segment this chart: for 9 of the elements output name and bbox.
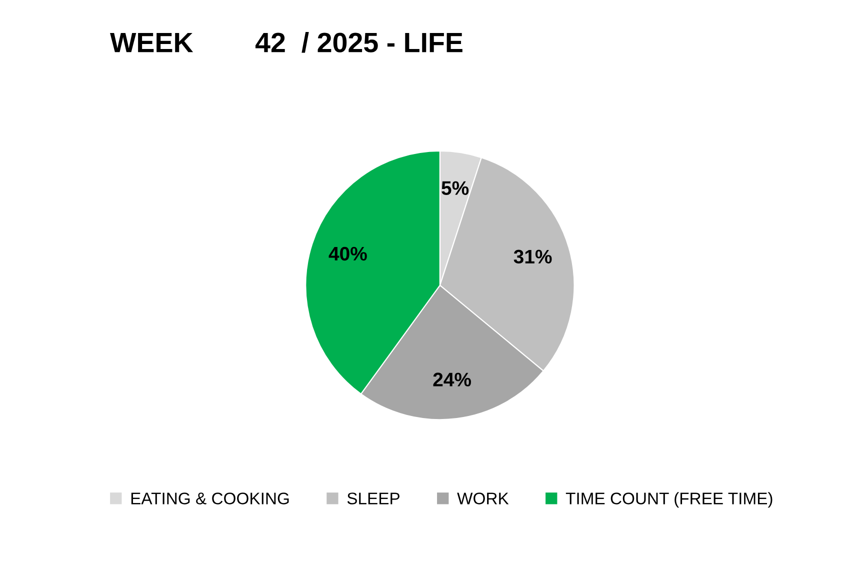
data-label: 40% — [328, 246, 367, 261]
legend-label: SLEEP — [347, 492, 400, 504]
chart-title: WEEK 42 / 2025 - LIFE — [110, 32, 462, 53]
legend-label: EATING & COOKING — [131, 492, 289, 504]
data-label: 24% — [433, 372, 471, 386]
data-label: 5% — [442, 181, 469, 195]
legend-label: WORK — [457, 492, 509, 504]
data-label: 31% — [514, 250, 552, 264]
legend-label: TIME COUNT (FREE TIME) — [566, 492, 772, 508]
